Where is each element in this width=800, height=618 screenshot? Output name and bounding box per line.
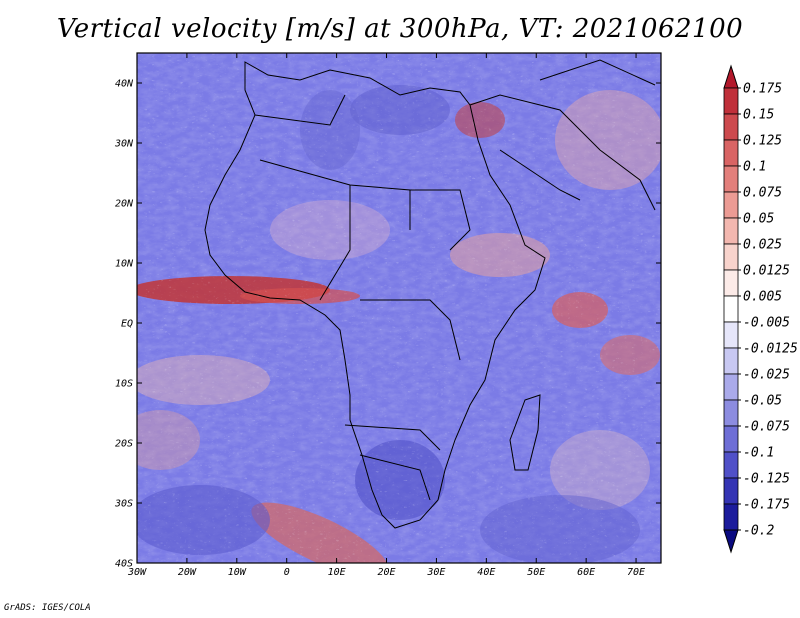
arabia-coast bbox=[469, 94, 656, 211]
colorbar-label: -0.075 bbox=[743, 420, 790, 435]
lat-tick-label: 20N bbox=[115, 199, 134, 210]
colorbar-label: 0.05 bbox=[743, 212, 774, 227]
colorbar-swatch bbox=[723, 165, 739, 193]
colorbar-swatch bbox=[723, 243, 739, 271]
map-area bbox=[137, 53, 661, 563]
lon-tick-label: 70E bbox=[627, 567, 645, 578]
border-north bbox=[254, 94, 346, 126]
colorbar-swatch bbox=[723, 269, 739, 297]
lat-tick-label: 10N bbox=[115, 259, 134, 270]
lat-tick-label: 10S bbox=[115, 379, 133, 390]
colorbar-label: -0.025 bbox=[743, 368, 790, 383]
colorbar-swatch bbox=[723, 217, 739, 245]
lon-tick-label: 20E bbox=[377, 567, 395, 578]
colorbar-swatch bbox=[723, 503, 739, 531]
lon-tick-label: 20W bbox=[178, 567, 197, 578]
colorbar-label: 0.005 bbox=[743, 290, 782, 305]
border-arabia bbox=[499, 149, 581, 201]
lon-tick-label: 60E bbox=[577, 567, 595, 578]
colorbar-swatch bbox=[723, 191, 739, 219]
border-sahara bbox=[259, 159, 411, 230]
colorbar-label: -0.005 bbox=[743, 316, 790, 331]
colorbar-swatch bbox=[723, 477, 739, 505]
lat-tick-label: 20S bbox=[115, 439, 133, 450]
colorbar-swatch bbox=[723, 87, 739, 115]
lat-tick-label: 40N bbox=[115, 79, 134, 90]
border-congo bbox=[360, 299, 461, 361]
latitude-axis: 40N 30N 20N 10N EQ 10S 20S 30S 40S bbox=[114, 79, 661, 570]
lat-tick-label: 40S bbox=[115, 559, 133, 570]
grads-credit: GrADS: IGES/COLA bbox=[4, 603, 91, 613]
border-sudan bbox=[410, 189, 471, 251]
colorbar-label: 0.125 bbox=[743, 134, 782, 149]
lon-tick-label: 0 bbox=[284, 567, 290, 578]
lat-tick-label: 30S bbox=[114, 499, 133, 510]
border-south bbox=[344, 424, 441, 451]
colorbar-label: 0.075 bbox=[743, 186, 782, 201]
lat-tick-label: 30N bbox=[114, 139, 134, 150]
border-chad bbox=[319, 185, 351, 301]
colorbar-swatch bbox=[723, 399, 739, 427]
colorbar-label: 0.1 bbox=[743, 160, 766, 175]
colorbar-label: -0.05 bbox=[743, 394, 782, 409]
border-asia bbox=[539, 59, 656, 86]
colorbar-label: -0.175 bbox=[743, 498, 790, 513]
africa-coast bbox=[204, 61, 546, 529]
colorbar-swatch bbox=[723, 295, 739, 323]
colorbar-label: 0.025 bbox=[743, 238, 782, 253]
colorbar-label: -0.1 bbox=[743, 446, 774, 461]
colorbar-swatch bbox=[723, 451, 739, 479]
map-frame bbox=[136, 52, 662, 564]
colorbar-label: -0.0125 bbox=[743, 342, 798, 357]
colorbar-swatch bbox=[723, 113, 739, 141]
lon-tick-label: 30E bbox=[426, 567, 445, 578]
colorbar-label: -0.2 bbox=[743, 524, 774, 539]
lon-tick-label: 10W bbox=[228, 567, 247, 578]
border-sa bbox=[359, 454, 431, 501]
colorbar-label: 0.15 bbox=[743, 108, 774, 123]
colorbar-label: 0.175 bbox=[743, 82, 782, 97]
colorbar-swatch bbox=[723, 139, 739, 167]
lon-tick-label: 40E bbox=[477, 567, 495, 578]
colorbar-top-arrow bbox=[723, 64, 739, 89]
madagascar-coast bbox=[509, 394, 541, 471]
chart-title: Vertical velocity [m/s] at 300hPa, VT: 2… bbox=[56, 14, 744, 44]
lon-tick-label: 10E bbox=[328, 567, 346, 578]
colorbar-bottom-arrow bbox=[723, 529, 739, 554]
lat-tick-label: EQ bbox=[121, 319, 133, 330]
colorbar-swatch bbox=[723, 321, 739, 349]
colorbar-label: -0.125 bbox=[743, 472, 790, 487]
colorbar-label: 0.0125 bbox=[743, 264, 790, 279]
colorbar-swatch bbox=[723, 425, 739, 453]
colorbar-swatch bbox=[723, 373, 739, 401]
lon-tick-label: 30W bbox=[127, 567, 147, 578]
colorbar: 0.175 0.15 0.125 0.1 0.075 0.05 0.025 0.0125 0.0… bbox=[723, 64, 798, 554]
lon-tick-label: 50E bbox=[527, 567, 545, 578]
colorbar-swatch bbox=[723, 347, 739, 375]
longitude-axis: 30W 20W 10W 0 10E 20E 30E 40E 50E 60E 70E bbox=[127, 53, 645, 578]
coastlines bbox=[204, 59, 656, 529]
